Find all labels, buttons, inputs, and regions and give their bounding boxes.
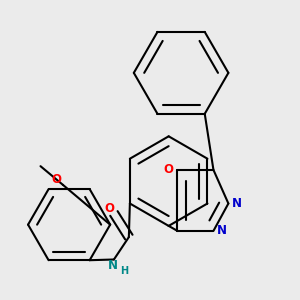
Text: N: N (108, 259, 118, 272)
Text: O: O (52, 173, 62, 186)
Text: O: O (164, 164, 174, 176)
Text: N: N (232, 197, 242, 210)
Text: H: H (120, 266, 128, 276)
Text: N: N (217, 224, 227, 237)
Text: O: O (104, 202, 114, 215)
